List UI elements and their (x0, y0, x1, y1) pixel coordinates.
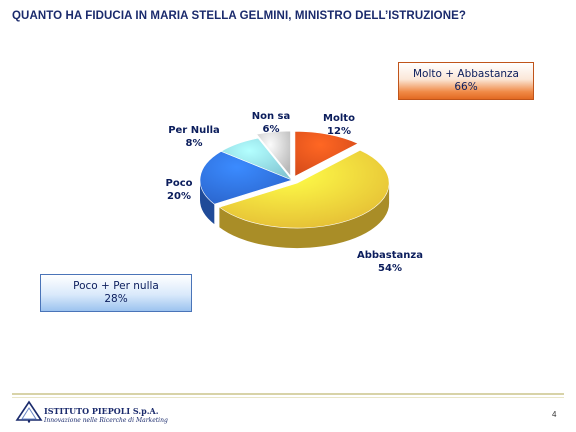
slice-value-per-nulla: 8% (186, 138, 203, 149)
slice-value-abbastanza: 54% (378, 263, 402, 274)
footer-divider (12, 393, 564, 395)
pie-slice-side-abbastanza (219, 183, 390, 249)
slice-value-molto: 12% (327, 126, 351, 137)
footer-divider-secondary (12, 397, 564, 398)
slice-label-abbastanza: Abbastanza (357, 250, 423, 261)
pie-slice-non-sa (256, 130, 291, 177)
page-title: QUANTO HA FIDUCIA IN MARIA STELLA GELMIN… (12, 10, 467, 22)
pie-slice-side-poco (200, 180, 215, 225)
slice-label-molto: Molto (323, 113, 355, 124)
pie-slice-poco (199, 150, 293, 205)
slice-label-per-nulla: Per Nulla (168, 125, 220, 136)
slice-label-non-sa: Non sa (252, 111, 291, 122)
slice-value-poco: 20% (167, 191, 191, 202)
slice-label-poco: Poco (166, 178, 193, 189)
summary-positive-label: Molto + Abbastanza (413, 68, 519, 80)
slice-value-non-sa: 6% (263, 124, 280, 135)
summary-box-poco-per-nulla: Poco + Per nulla 28% (40, 274, 192, 312)
pie-slice-per-nulla (220, 137, 293, 181)
summary-negative-label: Poco + Per nulla (73, 280, 159, 292)
pie-slice-molto (294, 130, 359, 177)
company-name: ISTITUTO PIEPOLI S.p.A. (44, 406, 159, 416)
company-logo-icon (15, 400, 43, 423)
summary-positive-value: 66% (454, 81, 478, 93)
page-number: 4 (552, 410, 557, 419)
company-tagline: Innovazione nelle Ricerche di Marketing (44, 417, 168, 424)
summary-negative-value: 28% (104, 293, 128, 305)
pie-slice-abbastanza (218, 149, 390, 229)
summary-box-molto-abbastanza: Molto + Abbastanza 66% (398, 62, 534, 100)
